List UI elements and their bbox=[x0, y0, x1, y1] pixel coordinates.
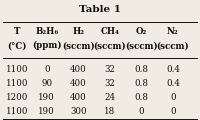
Text: 1100: 1100 bbox=[6, 65, 28, 74]
Text: 0: 0 bbox=[44, 65, 50, 74]
Text: 0: 0 bbox=[139, 107, 144, 116]
Text: 0.4: 0.4 bbox=[166, 79, 180, 88]
Text: 400: 400 bbox=[70, 65, 87, 74]
Text: CH₄: CH₄ bbox=[100, 27, 119, 36]
Text: (sccm): (sccm) bbox=[157, 41, 189, 50]
Text: 18: 18 bbox=[104, 107, 115, 116]
Text: (sccm): (sccm) bbox=[125, 41, 158, 50]
Text: B₂H₆: B₂H₆ bbox=[35, 27, 58, 36]
Text: N₂: N₂ bbox=[167, 27, 179, 36]
Text: O₂: O₂ bbox=[136, 27, 147, 36]
Text: 1100: 1100 bbox=[6, 107, 28, 116]
Text: 32: 32 bbox=[104, 65, 115, 74]
Text: 24: 24 bbox=[104, 93, 115, 102]
Text: 90: 90 bbox=[41, 79, 52, 88]
Text: 0.4: 0.4 bbox=[166, 65, 180, 74]
Text: 0.8: 0.8 bbox=[134, 93, 148, 102]
Text: (ppm): (ppm) bbox=[32, 41, 62, 51]
Text: 300: 300 bbox=[70, 107, 87, 116]
Text: 400: 400 bbox=[70, 93, 87, 102]
Text: (sccm): (sccm) bbox=[93, 41, 126, 50]
Text: (sccm): (sccm) bbox=[62, 41, 95, 50]
Text: 190: 190 bbox=[38, 93, 55, 102]
Text: 0: 0 bbox=[170, 93, 176, 102]
Text: 0: 0 bbox=[170, 107, 176, 116]
Text: 0.8: 0.8 bbox=[134, 79, 148, 88]
Text: 32: 32 bbox=[104, 79, 115, 88]
Text: 400: 400 bbox=[70, 79, 87, 88]
Text: 190: 190 bbox=[38, 107, 55, 116]
Text: 0.8: 0.8 bbox=[134, 65, 148, 74]
Text: Table 1: Table 1 bbox=[79, 5, 121, 14]
Text: (°C): (°C) bbox=[7, 41, 27, 50]
Text: T: T bbox=[14, 27, 20, 36]
Text: 1200: 1200 bbox=[6, 93, 28, 102]
Text: H₂: H₂ bbox=[72, 27, 84, 36]
Text: 1100: 1100 bbox=[6, 79, 28, 88]
